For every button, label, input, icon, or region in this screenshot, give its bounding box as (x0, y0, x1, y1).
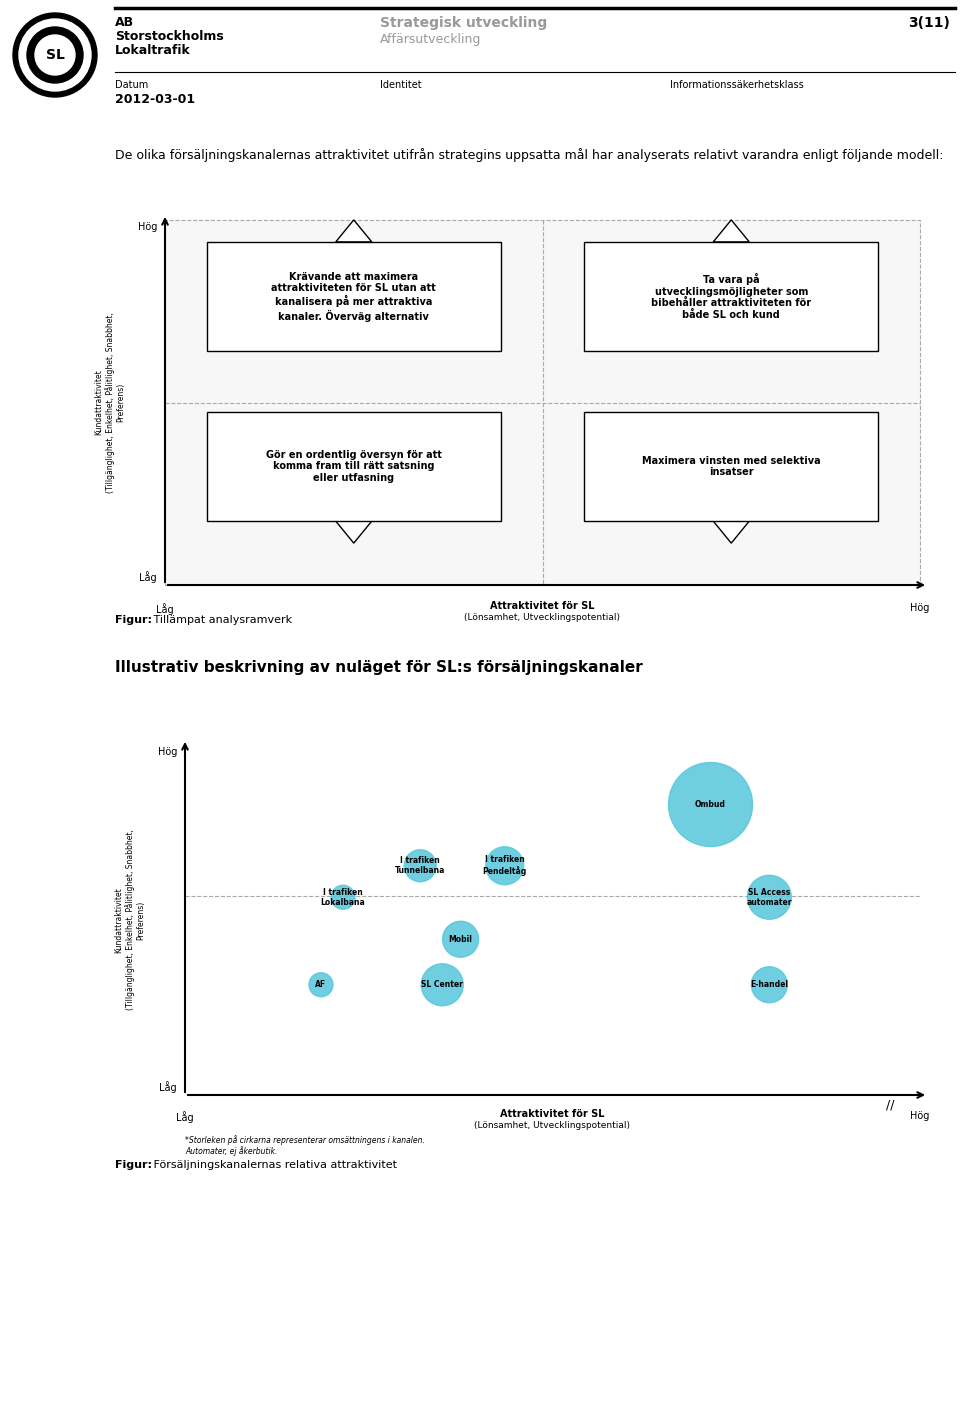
Text: (Lönsamhet, Utvecklingspotential): (Lönsamhet, Utvecklingspotential) (474, 1121, 631, 1130)
FancyBboxPatch shape (206, 411, 501, 521)
Text: Strategisk utveckling: Strategisk utveckling (380, 16, 547, 30)
Polygon shape (713, 221, 749, 242)
Text: Försäljningskanalernas relativa attraktivitet: Försäljningskanalernas relativa attrakti… (150, 1160, 397, 1170)
Text: //: // (886, 1099, 895, 1111)
Text: Låg: Låg (177, 1111, 194, 1123)
Text: Ombud: Ombud (695, 800, 726, 810)
Circle shape (752, 966, 787, 1003)
Text: Identitet: Identitet (380, 80, 421, 90)
Circle shape (668, 763, 753, 847)
Text: AB: AB (115, 16, 134, 28)
FancyBboxPatch shape (584, 242, 878, 351)
Circle shape (309, 973, 333, 996)
Text: Attraktivitet för SL: Attraktivitet för SL (500, 1109, 605, 1118)
Text: AF: AF (316, 980, 326, 989)
Text: Hög: Hög (137, 222, 157, 232)
Circle shape (443, 921, 479, 958)
Text: Maximera vinsten med selektiva
insatser: Maximera vinsten med selektiva insatser (642, 455, 821, 477)
Text: Låg: Låg (159, 1081, 177, 1093)
Circle shape (486, 847, 524, 885)
Circle shape (421, 963, 464, 1006)
Text: SL Access
automater: SL Access automater (747, 888, 792, 906)
Text: Gör en ordentlig översyn för att
komma fram till rätt satsning
eller utfasning: Gör en ordentlig översyn för att komma f… (266, 450, 442, 482)
Text: Figur:: Figur: (115, 1160, 152, 1170)
Text: Tillämpat analysramverk: Tillämpat analysramverk (150, 615, 292, 625)
Text: I trafiken
Tunnelbana: I trafiken Tunnelbana (395, 857, 445, 875)
Text: Affärsutveckling: Affärsutveckling (380, 33, 481, 46)
Circle shape (331, 885, 355, 909)
Text: (Lönsamhet, Utvecklingspotential): (Lönsamhet, Utvecklingspotential) (465, 613, 620, 622)
Circle shape (404, 850, 436, 882)
Text: Hög: Hög (157, 747, 177, 757)
Text: Låg: Låg (156, 603, 174, 615)
Text: Låg: Låg (139, 571, 157, 583)
Text: Mobil: Mobil (448, 935, 472, 943)
Text: Attraktivitet för SL: Attraktivitet för SL (491, 601, 595, 610)
Text: SL Center: SL Center (421, 980, 463, 989)
Text: Ta vara på
utvecklingsmöjligheter som
bibehåller attraktiviteten för
både SL och: Ta vara på utvecklingsmöjligheter som bi… (651, 273, 811, 320)
Text: Hög: Hög (910, 603, 929, 613)
Polygon shape (336, 521, 372, 544)
Bar (165, 221, 920, 585)
Circle shape (27, 27, 83, 83)
Text: Datum: Datum (115, 80, 148, 90)
Circle shape (35, 36, 75, 75)
Text: Hög: Hög (910, 1111, 929, 1121)
Text: De olika försäljningskanalernas attraktivitet utifrån strategins uppsatta mål ha: De olika försäljningskanalernas attrakti… (115, 148, 944, 162)
Text: Figur:: Figur: (115, 615, 152, 625)
Text: E-handel: E-handel (751, 980, 788, 989)
Circle shape (13, 13, 97, 97)
Text: 3(11): 3(11) (908, 16, 950, 30)
FancyBboxPatch shape (206, 242, 501, 351)
Text: Krävande att maximera
attraktiviteten för SL utan att
kanalisera på mer attrakti: Krävande att maximera attraktiviteten fö… (272, 272, 436, 322)
Text: I trafiken
Lokalbana: I trafiken Lokalbana (321, 888, 366, 906)
Circle shape (747, 875, 791, 919)
Polygon shape (336, 221, 372, 242)
Text: Informationssäkerhetsklass: Informationssäkerhetsklass (670, 80, 804, 90)
Text: 2012-03-01: 2012-03-01 (115, 92, 195, 105)
Text: *Storleken på cirkarna representerar omsättningens i kanalen.
Automater, ej åker: *Storleken på cirkarna representerar oms… (185, 1136, 425, 1157)
Text: Storstockholms: Storstockholms (115, 30, 224, 43)
FancyBboxPatch shape (584, 411, 878, 521)
Text: Illustrativ beskrivning av nuläget för SL:s försäljningskanaler: Illustrativ beskrivning av nuläget för S… (115, 660, 643, 675)
Circle shape (19, 18, 91, 91)
Text: SL: SL (45, 48, 64, 63)
Text: Kundattraktivitet
(Tillgänglighet, Enkelhet, Pålitlighet, Snabbhet,
Preferens): Kundattraktivitet (Tillgänglighet, Enkel… (114, 830, 145, 1010)
Text: Lokaltrafik: Lokaltrafik (115, 44, 191, 57)
Text: I trafiken
Pendeltåg: I trafiken Pendeltåg (483, 855, 527, 877)
Polygon shape (713, 521, 749, 544)
Text: Kundattraktivitet
(Tillgänglighet, Enkelhet, Pålitlighet, Snabbhet,
Preferens): Kundattraktivitet (Tillgänglighet, Enkel… (95, 312, 126, 492)
